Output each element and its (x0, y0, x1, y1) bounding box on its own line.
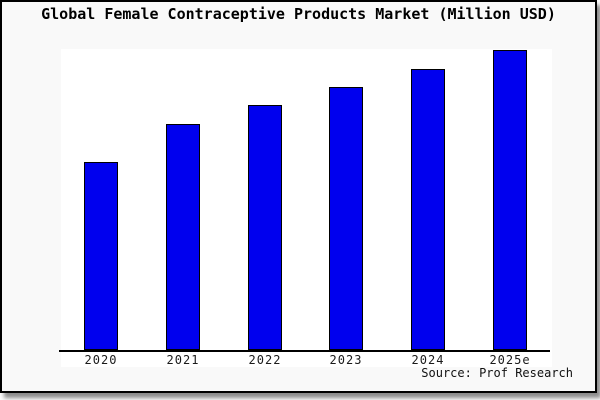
x-tick-label-2021: 2021 (166, 353, 200, 367)
x-tick-label-2024: 2024 (411, 353, 445, 367)
bar-2023 (329, 87, 363, 350)
bar-2024 (411, 69, 445, 350)
bar-2022 (248, 105, 282, 350)
source-note: Source: Prof Research (421, 366, 573, 380)
bar-2020 (84, 162, 118, 350)
x-axis-line (59, 350, 550, 352)
x-tick-label-2025e: 2025e (489, 353, 531, 367)
chart-title: Global Female Contraceptive Products Mar… (41, 5, 556, 23)
bar-2025e (493, 50, 527, 350)
x-tick-label-2023: 2023 (329, 353, 363, 367)
x-tick-label-2022: 2022 (248, 353, 282, 367)
plot-area (61, 49, 552, 367)
x-tick-label-2020: 2020 (84, 353, 118, 367)
bar-2021 (166, 124, 200, 350)
